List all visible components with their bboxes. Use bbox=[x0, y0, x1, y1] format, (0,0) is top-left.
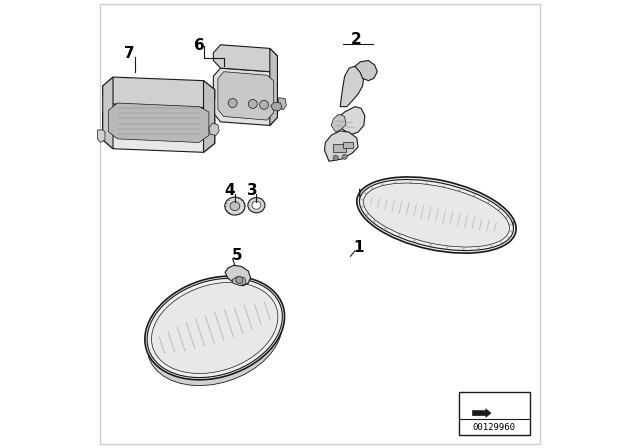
Ellipse shape bbox=[147, 278, 282, 378]
Polygon shape bbox=[278, 98, 287, 110]
Polygon shape bbox=[343, 142, 353, 148]
Text: 3: 3 bbox=[246, 183, 257, 198]
Polygon shape bbox=[218, 72, 273, 120]
Ellipse shape bbox=[252, 201, 261, 209]
Text: 1: 1 bbox=[353, 240, 364, 255]
Polygon shape bbox=[324, 131, 358, 161]
Polygon shape bbox=[333, 144, 346, 152]
Polygon shape bbox=[472, 409, 491, 418]
Polygon shape bbox=[340, 66, 364, 107]
Text: 4: 4 bbox=[224, 183, 235, 198]
Polygon shape bbox=[270, 48, 278, 125]
Polygon shape bbox=[355, 60, 378, 81]
Polygon shape bbox=[333, 107, 365, 134]
Ellipse shape bbox=[357, 177, 516, 253]
Polygon shape bbox=[148, 306, 282, 386]
Polygon shape bbox=[103, 77, 215, 108]
Ellipse shape bbox=[248, 198, 265, 213]
Text: 5: 5 bbox=[232, 248, 243, 263]
Circle shape bbox=[248, 99, 257, 108]
Polygon shape bbox=[332, 114, 346, 132]
Ellipse shape bbox=[225, 197, 245, 215]
Polygon shape bbox=[109, 103, 209, 142]
Polygon shape bbox=[204, 81, 215, 152]
Polygon shape bbox=[213, 45, 278, 72]
Polygon shape bbox=[232, 277, 246, 286]
Ellipse shape bbox=[360, 180, 513, 250]
Bar bbox=[459, 392, 530, 435]
Polygon shape bbox=[209, 123, 220, 135]
Ellipse shape bbox=[152, 282, 278, 374]
Text: 2: 2 bbox=[351, 32, 361, 47]
Polygon shape bbox=[97, 130, 105, 142]
Text: 00129960: 00129960 bbox=[473, 423, 516, 432]
Text: 6: 6 bbox=[194, 38, 204, 53]
Polygon shape bbox=[360, 189, 513, 245]
Polygon shape bbox=[213, 68, 278, 125]
Circle shape bbox=[260, 100, 269, 109]
Text: 7: 7 bbox=[124, 46, 135, 61]
Ellipse shape bbox=[230, 202, 240, 211]
Circle shape bbox=[236, 276, 243, 284]
Circle shape bbox=[342, 154, 348, 159]
Circle shape bbox=[333, 155, 339, 160]
Polygon shape bbox=[271, 102, 282, 111]
Polygon shape bbox=[225, 265, 251, 286]
Circle shape bbox=[228, 99, 237, 108]
Ellipse shape bbox=[145, 276, 285, 380]
Ellipse shape bbox=[364, 183, 509, 247]
Polygon shape bbox=[103, 77, 113, 149]
Polygon shape bbox=[103, 104, 215, 152]
